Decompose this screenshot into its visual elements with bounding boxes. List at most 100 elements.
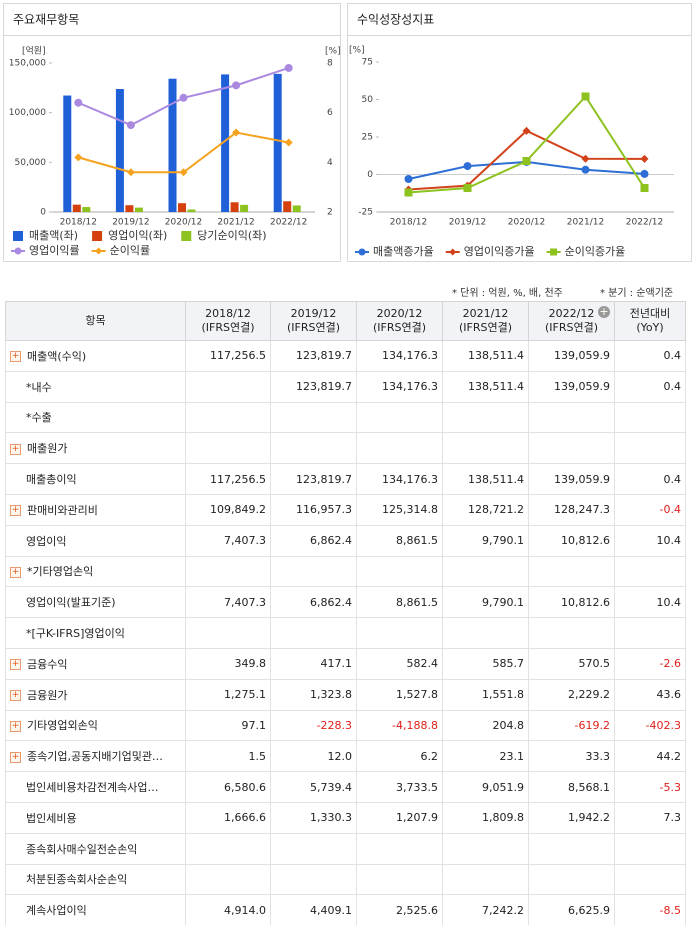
cell: 6,625.9 bbox=[528, 894, 615, 925]
cell bbox=[528, 832, 615, 865]
y-tick-label: 0 bbox=[40, 208, 46, 218]
bar bbox=[178, 203, 186, 212]
cell bbox=[528, 863, 615, 896]
cell: 9,790.1 bbox=[442, 586, 529, 619]
expand-row[interactable]: + bbox=[10, 566, 21, 578]
cell bbox=[185, 863, 271, 896]
table-row: + 금융수익 349.8 417.1 582.4 585.7 570.5 -2.6 bbox=[5, 647, 686, 680]
table-row: 처분된종속회사순손익 bbox=[5, 863, 686, 896]
row-label: 영업이익 bbox=[5, 524, 186, 557]
cell: 0.4 bbox=[614, 340, 686, 372]
cell: 9,051.9 bbox=[442, 771, 529, 803]
column-period: 2022/12 bbox=[548, 307, 595, 320]
cell: 1,207.9 bbox=[356, 801, 443, 834]
expand-row[interactable]: + bbox=[10, 751, 21, 763]
row-label-text: 종속회사매수일전순손익 bbox=[26, 842, 138, 856]
expand-row[interactable]: + bbox=[10, 351, 21, 363]
row-label: + 기타영업외손익 bbox=[5, 709, 186, 742]
point bbox=[463, 162, 472, 171]
table-row: + 기타영업외손익 97.1 -228.3 -4,188.8 204.8 -619.2 -40… bbox=[5, 709, 686, 742]
point bbox=[95, 247, 103, 255]
y-tick-label: -25 bbox=[358, 208, 373, 218]
row-label-text: 기타영업외손익 bbox=[27, 719, 98, 733]
cell bbox=[442, 555, 529, 588]
bar bbox=[134, 207, 143, 212]
point bbox=[550, 248, 558, 256]
table-row: 영업이익(발표기준) 7,407.3 6,862.4 8,861.5 9,790.1 10… bbox=[5, 586, 686, 619]
cell bbox=[356, 432, 443, 465]
row-label-text: 영업이익 bbox=[26, 534, 67, 548]
cell: 1,330.3 bbox=[270, 801, 357, 834]
bar bbox=[283, 201, 292, 212]
cell: 128,247.3 bbox=[528, 493, 615, 526]
cell: -0.4 bbox=[614, 493, 686, 526]
cell bbox=[528, 555, 615, 588]
point bbox=[126, 121, 135, 130]
cell: 139,059.9 bbox=[528, 463, 615, 495]
cell bbox=[185, 617, 271, 649]
cell: 7.3 bbox=[614, 801, 686, 834]
bar bbox=[125, 205, 134, 212]
expand-row[interactable]: + bbox=[10, 659, 21, 671]
row-label: *내수 bbox=[5, 370, 186, 403]
column-period: 2020/12 bbox=[376, 307, 423, 320]
expand-row[interactable]: + bbox=[10, 443, 21, 455]
expand-row[interactable]: + bbox=[10, 690, 21, 702]
table-row: 매출총이익 117,256.5 123,819.7 134,176.3 138,511.… bbox=[5, 463, 686, 495]
cell bbox=[356, 401, 443, 434]
expand-row[interactable]: + bbox=[10, 505, 21, 517]
row-label-text: 매출액(수익) bbox=[27, 349, 87, 363]
row-label-text: 판매비와관리비 bbox=[27, 503, 98, 517]
point bbox=[463, 184, 472, 192]
x-tick-label: 2021/12 bbox=[567, 218, 604, 228]
cell: 349.8 bbox=[185, 647, 271, 680]
row-label: + 매출액(수익) bbox=[5, 340, 186, 372]
cell: 138,511.4 bbox=[442, 463, 529, 495]
cell: 204.8 bbox=[442, 709, 529, 742]
cell: 44.2 bbox=[614, 740, 686, 773]
column-basis: (YoY) bbox=[636, 321, 664, 334]
bar bbox=[292, 205, 301, 212]
legend-label: 영업이익률 bbox=[29, 244, 80, 257]
panel bbox=[347, 3, 692, 262]
table-row: 종속회사매수일전순손익 bbox=[5, 832, 686, 865]
column-header: 2021/12 (IFRS연결) bbox=[442, 301, 529, 341]
table-row: *내수 123,819.7 134,176.3 138,511.4 139,059.9 0… bbox=[5, 370, 686, 403]
table-row: + 매출액(수익) 117,256.5 123,819.7 134,176.3 138,5… bbox=[5, 340, 686, 372]
cell bbox=[614, 555, 686, 588]
row-label-text: *기타영업손익 bbox=[27, 565, 94, 579]
cell bbox=[442, 432, 529, 465]
cell: 585.7 bbox=[442, 647, 529, 680]
cell: 1,666.6 bbox=[185, 801, 271, 834]
expand-columns[interactable]: + bbox=[598, 305, 610, 318]
cell bbox=[185, 832, 271, 865]
row-label-text: 매출원가 bbox=[27, 442, 68, 456]
table-row: *[구K-IFRS]영업이익 bbox=[5, 617, 686, 649]
row-label: + *기타영업손익 bbox=[5, 555, 186, 588]
column-header: 2018/12 (IFRS연결) bbox=[185, 301, 271, 341]
point bbox=[640, 154, 649, 163]
chart-title: 주요재무항목 bbox=[13, 13, 79, 27]
x-tick-label: 2018/12 bbox=[60, 218, 97, 228]
cell bbox=[270, 401, 357, 434]
column-header: 2022/12 (IFRS연결) + bbox=[528, 301, 615, 341]
point bbox=[581, 165, 590, 174]
column-period: 전년대비 bbox=[629, 307, 671, 320]
cell: -8.5 bbox=[614, 894, 686, 925]
legend-swatch bbox=[13, 231, 23, 241]
table-row: + *기타영업손익 bbox=[5, 555, 686, 588]
cell: 1,527.8 bbox=[356, 678, 443, 711]
cell: 0.4 bbox=[614, 463, 686, 495]
cell: 1,275.1 bbox=[185, 678, 271, 711]
point bbox=[284, 63, 293, 72]
expand-row[interactable]: + bbox=[10, 720, 21, 732]
cell: 134,176.3 bbox=[356, 340, 443, 372]
cell: 128,721.2 bbox=[442, 493, 529, 526]
cell bbox=[270, 432, 357, 465]
unit-note: * 단위 : 억원, %, 배, 천주 bbox=[452, 288, 563, 299]
cell bbox=[442, 863, 529, 896]
row-label-text: 영업이익(발표기준) bbox=[26, 596, 116, 610]
cell bbox=[356, 555, 443, 588]
cell: 138,511.4 bbox=[442, 370, 529, 403]
cell: 6,862.4 bbox=[270, 524, 357, 557]
